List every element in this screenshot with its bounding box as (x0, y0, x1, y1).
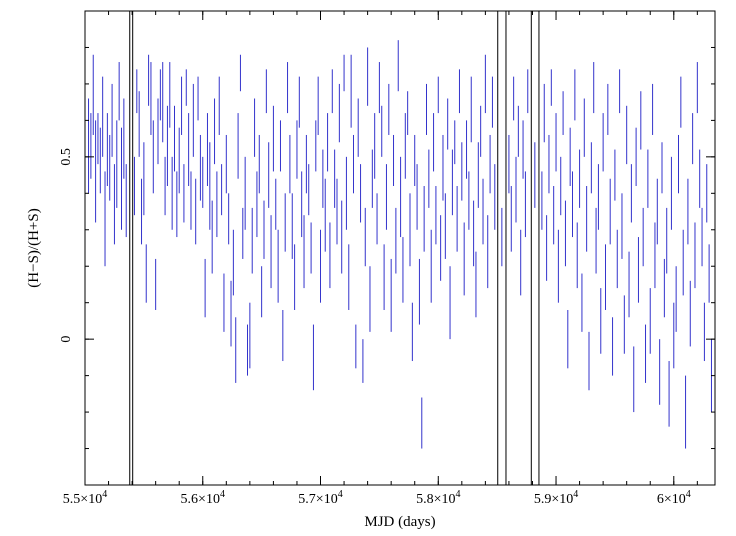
plot-frame (84, 10, 716, 486)
x-tick-label: 5.5×104 (63, 489, 107, 507)
plot-area (88, 11, 712, 485)
axes: 5.5×104 5.6×104 5.7×104 5.8×104 5.9×104 6×104… (59, 10, 715, 507)
x-tick-label: 6×104 (657, 489, 691, 507)
y-tick-label: 0.5 (59, 148, 74, 166)
y-tick-label: 0 (59, 336, 74, 343)
x-tick-label: 5.7×104 (298, 489, 342, 507)
x-tick-label: 5.6×104 (181, 489, 225, 507)
x-axis-title: MJD (days) (364, 514, 435, 530)
y-axis-title: (H−S)/(H+S) (26, 208, 42, 287)
x-tick-label: 5.9×104 (534, 489, 578, 507)
x-tick-label: 5.8×104 (416, 489, 460, 507)
